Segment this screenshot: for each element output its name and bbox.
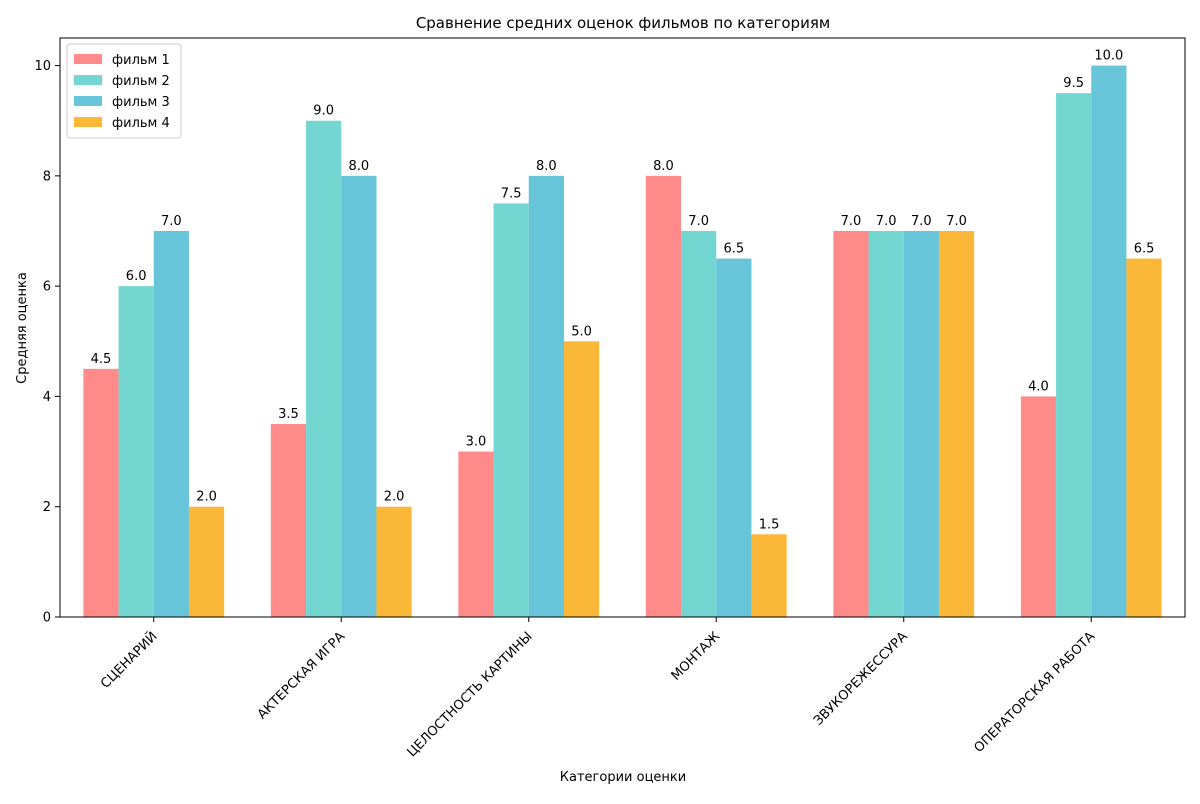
bar-series-2-cat-3	[493, 203, 529, 617]
y-tick-label: 0	[43, 611, 51, 626]
bar-series-3-cat-3	[528, 175, 564, 617]
bar-value-label: 7.0	[911, 214, 932, 229]
bar-value-label: 7.0	[876, 214, 897, 229]
bar-value-label: 4.0	[1028, 379, 1049, 394]
bar-series-2-cat-2	[306, 120, 342, 617]
bar-value-label: 2.0	[384, 490, 405, 505]
x-tick-label: СЦЕНАРИЙ	[97, 629, 160, 692]
x-tick-label: ЗВУКОРЕЖЕССУРА	[811, 629, 911, 729]
bar-value-label: 6.5	[1134, 242, 1155, 257]
bar-value-label: 4.5	[91, 352, 112, 367]
legend-entry-label: фильм 3	[112, 95, 170, 110]
bar-series-2-cat-1	[118, 286, 154, 617]
bar-series-3-cat-1	[153, 231, 189, 617]
bar-value-label: 7.0	[841, 214, 862, 229]
bar-value-label: 2.0	[196, 490, 217, 505]
bar-value-label: 1.5	[759, 517, 780, 532]
x-tick-label: ЦЕЛОСТНОСТЬ КАРТИНЫ	[405, 629, 536, 760]
bar-series-2-cat-5	[868, 231, 904, 617]
bar-value-label: 3.0	[466, 435, 487, 450]
legend-entry-label: фильм 2	[112, 74, 170, 89]
y-axis-label: Средняя оценка	[15, 272, 30, 384]
bar-series-3-cat-6	[1091, 65, 1127, 618]
bar-series-4-cat-2	[376, 506, 412, 617]
bar-value-label: 10.0	[1094, 49, 1123, 64]
bar-value-label: 7.0	[688, 214, 709, 229]
bar-value-label: 3.5	[278, 407, 299, 422]
bars-layer	[83, 65, 1162, 618]
legend-swatch	[74, 96, 102, 106]
x-tick-label: АКТЕРСКАЯ ИГРА	[255, 629, 348, 722]
legend-entry-label: фильм 1	[112, 53, 170, 68]
axes-layer: 0 2 4 6 8 10 СЦЕНАРИЙ АКТЕРСКАЯ ИГРА ЦЕЛОСТНОСТЬ…	[34, 37, 1186, 760]
bar-series-4-cat-3	[563, 341, 600, 617]
y-tick-label: 8	[43, 169, 51, 184]
legend: фильм 1 фильм 2 фильм 3 фильм 4	[66, 43, 182, 139]
x-axis-label: Категории оценки	[560, 770, 686, 785]
y-tick-label: 10	[34, 59, 51, 74]
bar-value-label: 8.0	[349, 159, 370, 174]
bar-value-label: 9.0	[313, 104, 334, 119]
bar-series-4-cat-4	[751, 534, 787, 617]
plot-frame	[59, 37, 1186, 618]
bar-value-label: 8.0	[536, 159, 557, 174]
bar-value-label: 7.0	[946, 214, 967, 229]
bar-series-2-cat-6	[1056, 93, 1092, 617]
bar-series-3-cat-4	[716, 258, 752, 617]
bar-series-1-cat-5	[833, 231, 869, 617]
chart-title: Сравнение средних оценок фильмов по кате…	[416, 14, 830, 32]
bar-series-1-cat-6	[1020, 396, 1057, 617]
y-tick-label: 6	[43, 280, 51, 295]
bar-value-label: 8.0	[653, 159, 674, 174]
bar-value-label: 5.0	[571, 324, 592, 339]
bar-series-1-cat-2	[270, 424, 307, 617]
bar-series-3-cat-5	[903, 231, 939, 617]
bar-value-label: 6.0	[126, 269, 147, 284]
bar-series-1-cat-3	[458, 451, 494, 617]
bar-value-label: 6.5	[724, 242, 745, 257]
x-tick-label: МОНТАЖ	[669, 629, 723, 683]
y-tick-label: 2	[43, 500, 51, 515]
bar-value-label: 7.0	[161, 214, 182, 229]
legend-box	[66, 43, 182, 139]
bar-value-label: 9.5	[1063, 76, 1084, 91]
bar-series-1-cat-1	[83, 368, 119, 617]
x-tick-label: ОПЕРАТОРСКАЯ РАБОТА	[971, 629, 1098, 756]
bar-series-2-cat-4	[681, 231, 717, 617]
value-labels-layer: 4.5 3.5 3.0 8.0 7.0 4.0 6.0 9.0 7.5 7.0 7.0 9.5 7.0 8…	[91, 49, 1155, 533]
legend-swatch	[74, 75, 102, 85]
bar-series-4-cat-1	[188, 506, 225, 617]
bar-value-label: 7.5	[501, 186, 522, 201]
y-tick-label: 4	[43, 390, 51, 405]
bar-series-1-cat-4	[645, 175, 682, 617]
bar-series-4-cat-5	[938, 231, 975, 617]
bar-series-3-cat-2	[341, 175, 377, 617]
legend-entry-label: фильм 4	[112, 116, 170, 131]
legend-swatch	[74, 54, 102, 64]
bar-series-4-cat-6	[1126, 258, 1162, 617]
legend-swatch	[74, 117, 102, 127]
